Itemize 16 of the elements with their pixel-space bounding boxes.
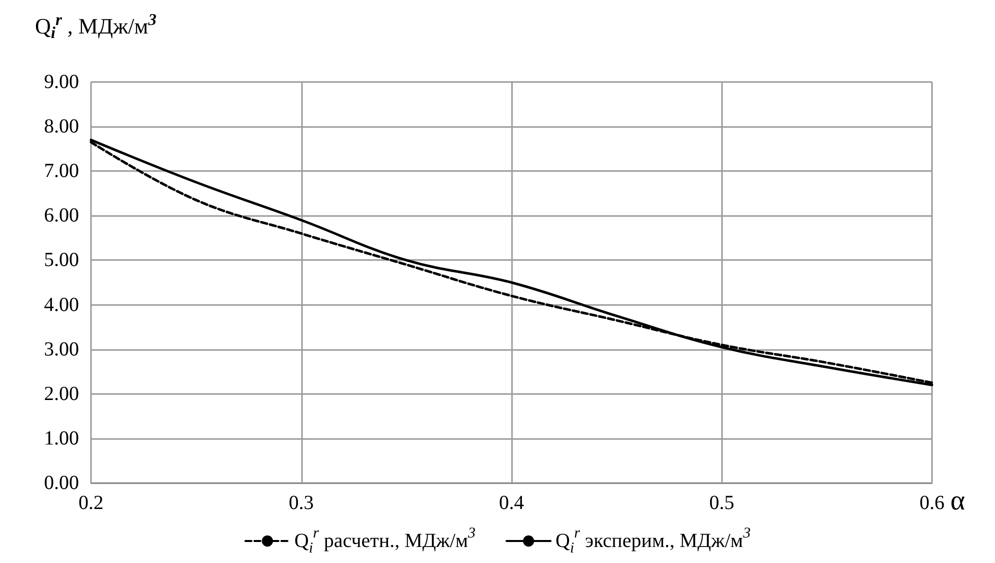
- y-tick-label: 8.00: [44, 116, 79, 138]
- x-tick-label: 0.3: [288, 492, 314, 514]
- x-tick-label: 0.6: [920, 492, 944, 514]
- x-tick-label: 0.5: [709, 492, 734, 514]
- y-tick-label: 2.00: [44, 382, 79, 405]
- y-tick-label: 7.00: [44, 160, 79, 182]
- y-tick-label: 9.00: [44, 71, 79, 93]
- x-tick-label: 0.2: [78, 492, 104, 514]
- y-tick-label: 3.00: [44, 338, 79, 360]
- y-tick-label: 4.00: [44, 294, 79, 316]
- y-tick-label: 1.00: [44, 427, 79, 450]
- y-tick-label: 6.00: [44, 204, 79, 227]
- x-tick-label: 0.4: [499, 492, 524, 514]
- y-tick-label: 0.00: [44, 472, 79, 494]
- x-axis-title: α: [950, 486, 966, 516]
- y-tick-label: 5.00: [44, 249, 79, 272]
